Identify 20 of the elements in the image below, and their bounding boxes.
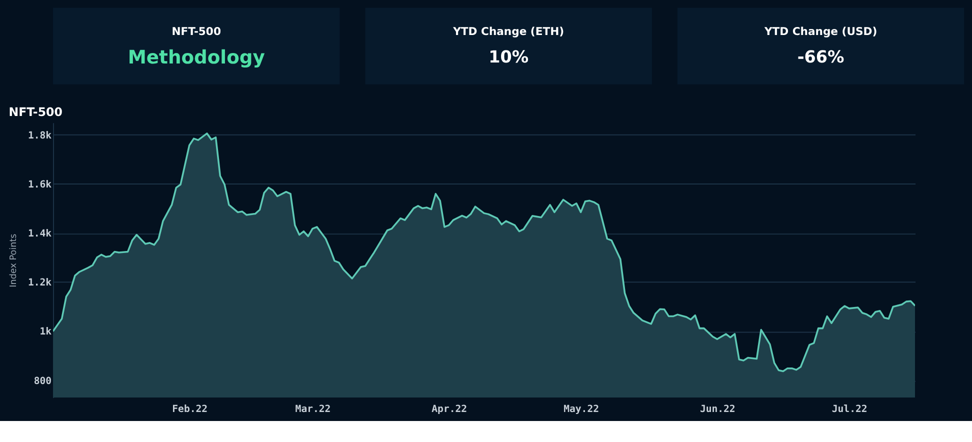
y-tick-label: 1k [40,326,52,338]
text: YTD Change (USD) [763,25,878,38]
x-tick-label: Mar.22 [295,404,331,415]
x-tick-label: Jun.22 [700,404,736,415]
text: 10% [488,47,529,66]
text: -66% [797,47,845,66]
y-tick-label: 1.4k [28,228,52,240]
x-tick-label: Jul.22 [832,404,868,415]
y-tick-label: 1.8k [28,130,52,142]
text: Methodology [128,47,265,68]
x-tick-label: May.22 [564,404,600,415]
chart-title: NFT-500 [8,104,62,119]
x-tick-label: Apr.22 [432,404,468,415]
text: YTD Change (ETH) [452,25,564,38]
y-tick-label: 1.2k [28,278,52,289]
y-tick-label: 800 [34,376,52,387]
y-axis-title: Index Points [9,233,20,288]
text: NFT-500 [172,25,221,38]
x-tick-label: Feb.22 [172,404,208,415]
y-tick-label: 1.6k [28,179,52,190]
